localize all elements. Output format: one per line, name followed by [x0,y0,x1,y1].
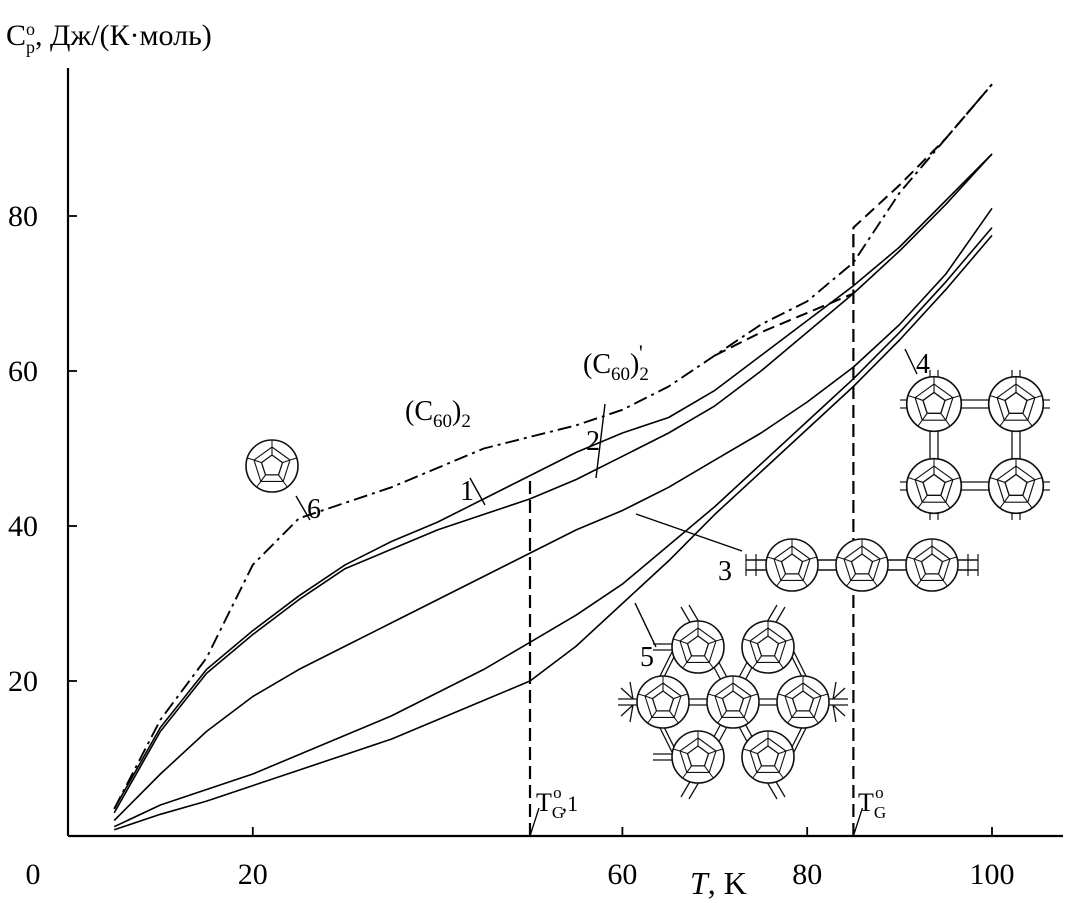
y-axis-title: Cpo, Дж/(К·моль) [6,19,212,57]
y-tick-label: 60 [8,355,38,388]
vline-layer [528,227,864,837]
leader-line-1 [469,477,486,506]
curve-label-2: 2 [586,426,600,457]
x-tick-label: 20 [238,858,268,891]
leader-line-6 [295,495,311,521]
series-line-6 [113,83,993,810]
series-layer [113,83,993,831]
x-axis-title: T, K [690,865,747,901]
fullerene-hexagonal-network-icon [618,604,848,800]
y-axis-ticks: 20 40 60 80 [8,200,77,698]
x-tick-label: 0 [26,858,41,891]
fullerene-square-network-icon [900,370,1050,520]
y-tick-label: 20 [8,665,38,698]
series-line-5 [113,234,993,831]
tg-label: TGo [858,783,886,822]
tg-leader-2 [852,807,864,837]
x-tick-label: 60 [607,858,637,891]
y-tick-label: 40 [8,510,38,543]
leader-line-2 [595,403,606,479]
series-line-1 [113,153,993,810]
curve-label-1: 1 [460,476,474,507]
leader-line-3 [635,513,743,552]
curve-label-5: 5 [640,642,654,673]
dimer-prime-formula-label: (C60)2' [583,340,649,385]
leader-line-4 [904,348,918,375]
series-line-3 [113,207,993,822]
series-line-2 [113,153,993,814]
x-axis-ticks: 0 20 60 80 100 [26,827,1015,891]
x-tick-label: 80 [792,858,822,891]
leader-line-5 [634,602,657,648]
tg1-label: TGo,1 [536,783,578,822]
dimer-formula-label: (C60)2 [405,396,471,432]
x-tick-label: 100 [970,858,1015,891]
fullerene-linear-chain-icon [745,538,979,592]
tg-leader-1 [529,807,540,837]
y-tick-label: 80 [8,200,38,233]
curve-label-3: 3 [718,556,732,587]
series-line-4 [113,227,993,828]
curve-label-4: 4 [916,349,930,380]
fullerene-monomer-icon [245,439,299,493]
curve-label-6: 6 [307,494,321,525]
